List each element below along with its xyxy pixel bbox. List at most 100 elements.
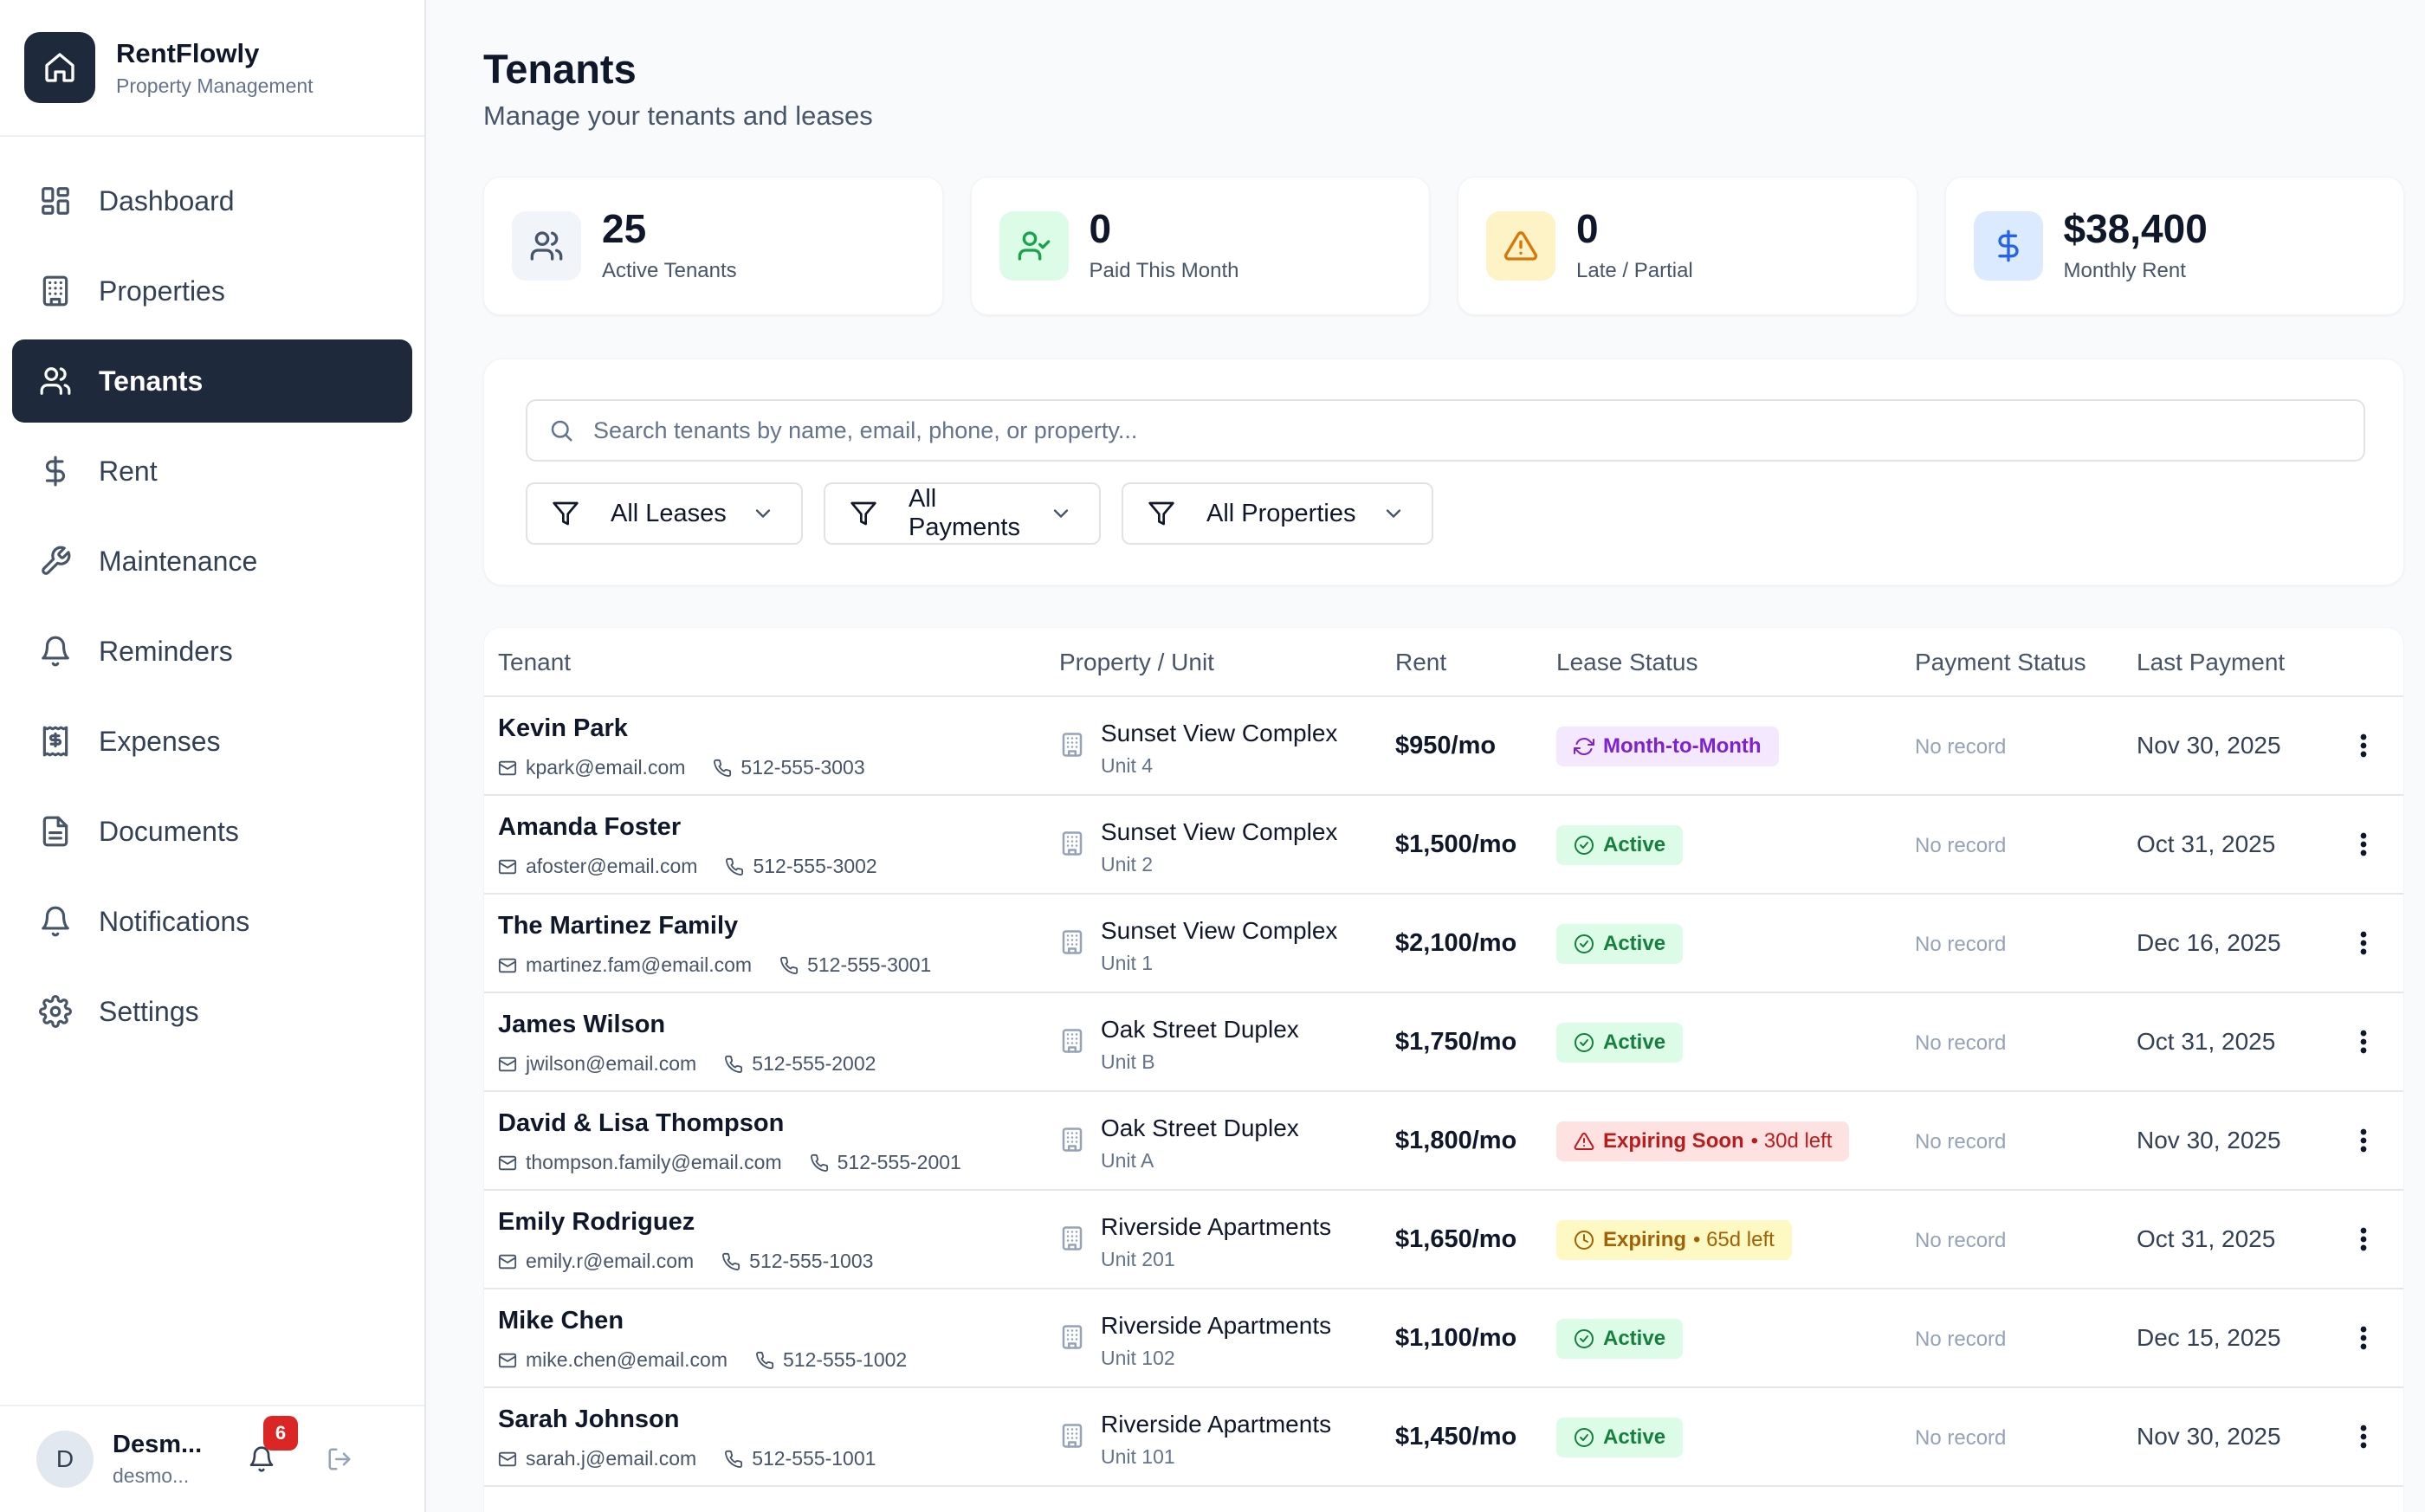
sidebar-item-expenses[interactable]: Expenses (12, 700, 412, 783)
tenant-name[interactable]: James Wilson (498, 1011, 666, 1038)
table-row[interactable]: James Wilson jwilson@email.com 512-555-200… (484, 993, 2403, 1092)
unit-label: Unit 101 (1101, 1445, 1175, 1468)
brand[interactable]: RentFlowly Property Management (0, 0, 424, 137)
search-input[interactable] (593, 417, 2239, 444)
tenant-name[interactable]: Kevin Park (498, 714, 628, 742)
building-icon (1059, 1423, 1085, 1449)
sidebar-item-dashboard[interactable]: Dashboard (12, 159, 412, 242)
home-icon (24, 32, 95, 103)
user-check-icon (999, 211, 1069, 281)
sidebar-item-notifications[interactable]: Notifications (12, 880, 412, 963)
payment-filter-select[interactable]: All Payments (824, 482, 1101, 545)
last-payment-date: Dec 15, 2025 (2137, 1324, 2281, 1351)
lease-status-label: Active (1603, 1327, 1666, 1350)
sidebar-item-reminders[interactable]: Reminders (12, 610, 412, 693)
sidebar-item-tenants[interactable]: Tenants (12, 339, 412, 423)
property-cell: Riverside Apartments Unit 201 (1059, 1191, 1388, 1289)
table-row[interactable]: Emily Rodriguez emily.r@email.com 512-555-… (484, 1191, 2403, 1289)
check-circle-icon (1574, 835, 1594, 856)
tenant-email[interactable]: mike.chen@email.com (526, 1348, 728, 1371)
property-name: Sunset View Complex (1101, 917, 1338, 944)
tenant-name[interactable]: Sarah Johnson (498, 1405, 680, 1433)
column-lease-status[interactable]: Lease Status (1556, 649, 1698, 675)
row-actions-button[interactable] (2346, 728, 2381, 763)
column-rent[interactable]: Rent (1395, 649, 1447, 675)
row-actions-button[interactable] (2346, 1222, 2381, 1257)
tenant-name[interactable]: Emily Rodriguez (498, 1208, 695, 1236)
mail-icon (498, 1055, 517, 1074)
notifications-button[interactable]: 6 (244, 1416, 298, 1476)
property-name: Riverside Apartments (1101, 1411, 1332, 1438)
row-actions-button[interactable] (2346, 1419, 2381, 1454)
tenant-email[interactable]: martinez.fam@email.com (526, 953, 753, 976)
sidebar-item-maintenance[interactable]: Maintenance (12, 520, 412, 603)
lease-status-badge: Active (1556, 825, 1684, 865)
row-actions-button[interactable] (2346, 1123, 2381, 1158)
tenant-phone-group: 512-555-1001 (724, 1447, 876, 1470)
property-cell: Oak Street Duplex Unit B (1059, 993, 1388, 1092)
brand-subtitle: Property Management (116, 74, 314, 97)
tenant-phone[interactable]: 512-555-3001 (807, 953, 932, 976)
tenant-name[interactable]: The Martinez Family (498, 912, 739, 940)
tenant-phone[interactable]: 512-555-1001 (752, 1447, 876, 1470)
rent-amount: $1,750/mo (1395, 1028, 1517, 1056)
tenant-name[interactable]: Mike Chen (498, 1307, 624, 1334)
row-actions-button[interactable] (2346, 926, 2381, 960)
tenant-email[interactable]: emily.r@email.com (526, 1250, 695, 1272)
property-name: Riverside Apartments (1101, 1213, 1332, 1240)
property-filter-select[interactable]: All Properties (1122, 482, 1433, 545)
tenant-phone[interactable]: 512-555-3002 (753, 855, 877, 877)
row-actions-button[interactable] (2346, 1321, 2381, 1355)
tenant-email[interactable]: thompson.family@email.com (526, 1151, 782, 1173)
tenant-name[interactable]: Amanda Foster (498, 813, 682, 841)
sidebar-item-documents[interactable]: Documents (12, 790, 412, 873)
search-box[interactable] (526, 399, 2365, 462)
tenant-phone[interactable]: 512-555-2002 (752, 1052, 876, 1075)
stat-label: Paid This Month (1089, 259, 1239, 282)
table-row[interactable]: Mike Chen mike.chen@email.com 512-555-1002… (484, 1289, 2403, 1388)
stat-body: 25 Active Tenants (602, 209, 737, 283)
column-payment-status[interactable]: Payment Status (1915, 649, 2086, 675)
table-row[interactable]: The Martinez Family martinez.fam@email.co… (484, 895, 2403, 993)
sidebar-item-properties[interactable]: Properties (12, 249, 412, 333)
tenant-phone[interactable]: 512-555-1002 (782, 1348, 908, 1371)
stat-value: 0 (1576, 206, 1599, 251)
lease-status-badge: Expiring • 65d left (1556, 1220, 1792, 1260)
tenant-phone[interactable]: 512-555-2001 (837, 1151, 961, 1173)
tenant-email[interactable]: afoster@email.com (526, 855, 698, 877)
building-icon (1059, 929, 1085, 955)
table-row[interactable]: Sarah Johnson sarah.j@email.com 512-555-10… (484, 1388, 2403, 1487)
more-vertical-icon (2349, 731, 2378, 760)
property-cell: Sunset View Complex Unit 2 (1059, 796, 1388, 895)
column-tenant[interactable]: Tenant (498, 649, 572, 675)
phone-icon (713, 759, 732, 778)
tenant-email[interactable]: sarah.j@email.com (526, 1447, 697, 1470)
table-row[interactable]: Amanda Foster afoster@email.com 512-555-30… (484, 796, 2403, 895)
sidebar-item-rent[interactable]: Rent (12, 430, 412, 513)
user-email: desmo... (113, 1464, 190, 1487)
row-actions-button[interactable] (2346, 1024, 2381, 1059)
table-row[interactable]: David & Lisa Thompson thompson.family@ema… (484, 1092, 2403, 1191)
tenant-phone[interactable]: 512-555-1003 (749, 1250, 874, 1272)
row-actions-button[interactable] (2346, 827, 2381, 862)
tenant-cell: Emily Rodriguez emily.r@email.com 512-555-… (498, 1191, 1035, 1289)
table-row[interactable]: Kevin Park kpark@email.com 512-555-3003 Sun… (484, 697, 2403, 796)
last-payment-date: Nov 30, 2025 (2137, 1423, 2281, 1450)
avatar[interactable]: D (36, 1431, 94, 1488)
refresh-icon (1574, 736, 1594, 757)
tenant-phone[interactable]: 512-555-3003 (740, 756, 865, 779)
filter-selects: All Leases All Payments All Properties (526, 482, 1433, 545)
column-property-unit[interactable]: Property / Unit (1059, 649, 1214, 675)
property-name: Riverside Apartments (1101, 1312, 1332, 1339)
stat-label: Late / Partial (1576, 259, 1693, 282)
tenant-name[interactable]: David & Lisa Thompson (498, 1109, 785, 1137)
logout-button[interactable] (324, 1444, 355, 1475)
phone-icon (755, 1351, 774, 1370)
lease-status-badge: Expiring Soon • 30d left (1556, 1121, 1850, 1161)
tenant-email[interactable]: kpark@email.com (526, 756, 686, 779)
tenant-email[interactable]: jwilson@email.com (526, 1052, 697, 1075)
sidebar-item-settings[interactable]: Settings (12, 970, 412, 1053)
lease-filter-select[interactable]: All Leases (526, 482, 803, 545)
column-last-payment[interactable]: Last Payment (2137, 649, 2286, 675)
tenant-contact: kpark@email.com 512-555-3003 (498, 756, 865, 779)
